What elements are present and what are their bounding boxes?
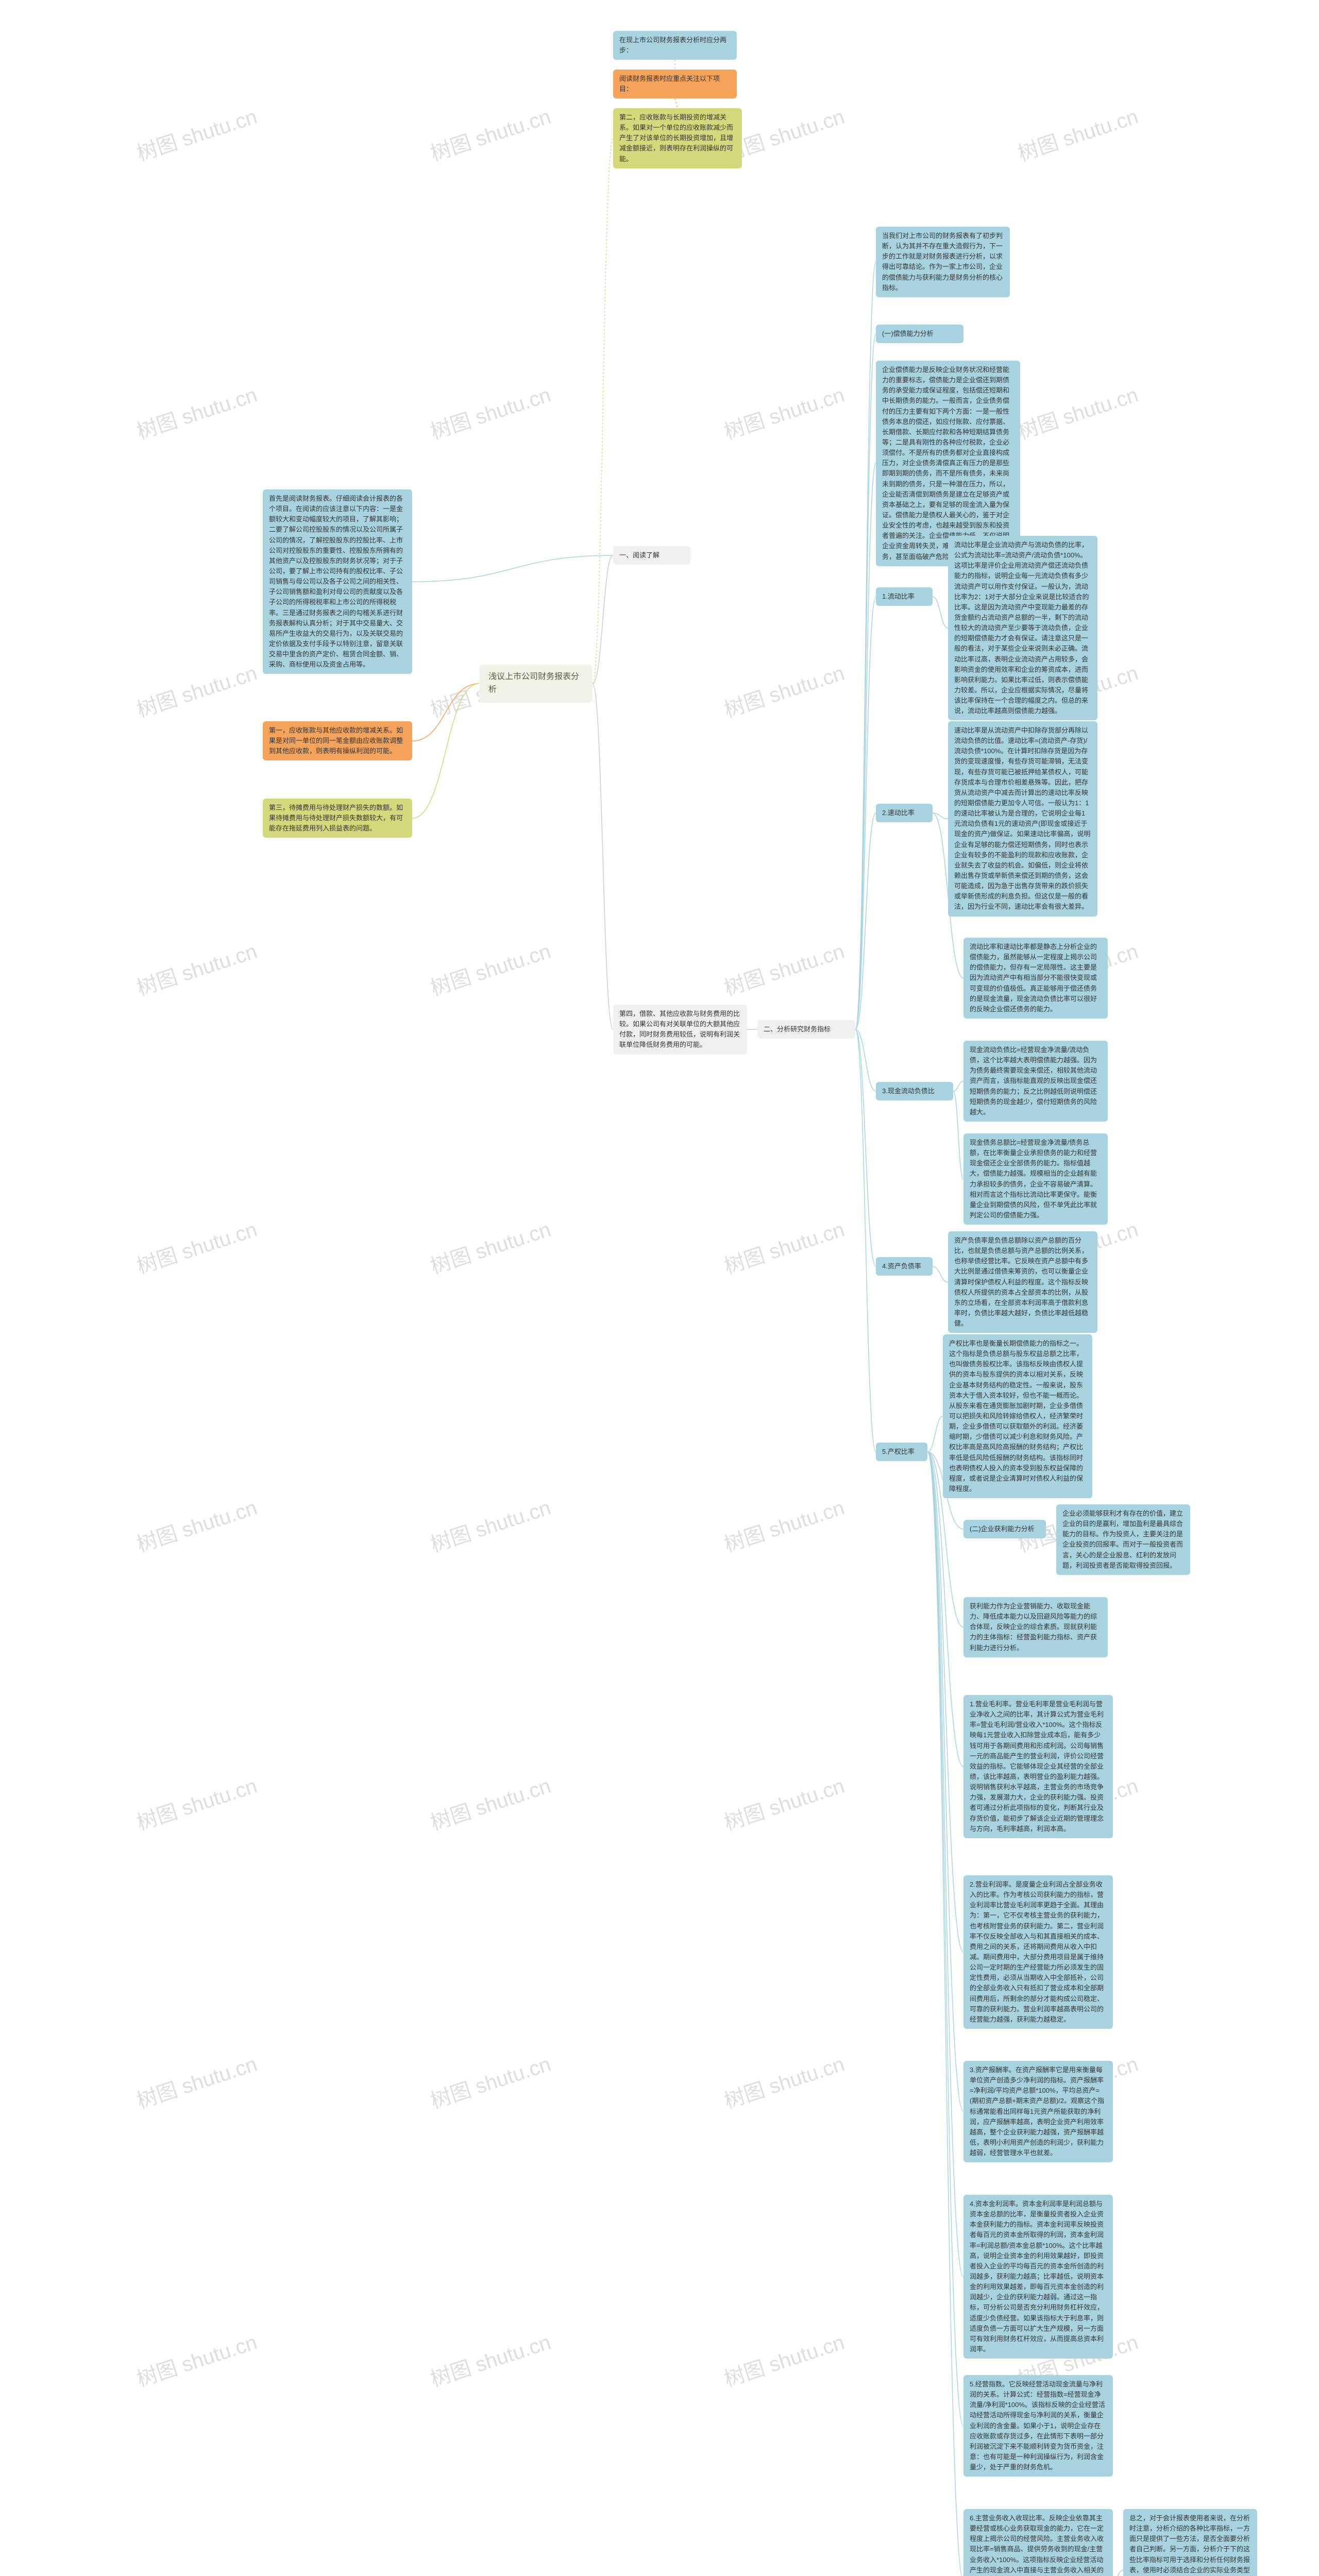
node-B5: 获利能力作为企业营销能力、收取现金能力、降低成本能力以及回避风险等能力的综合体现… <box>963 1597 1108 1657</box>
node-D3: 3.资产报酬率。在资产报酬率它是用来衡量每单位资产创造多少净利润的指标。资产报酬… <box>963 2061 1113 2162</box>
node-top1: 在现上市公司财务报表分析时应分两步： <box>613 31 737 60</box>
node-C5t: 产权比率也是衡量长期偿债能力的指标之一。这个指标是负债总额与股东权益总额之比率，… <box>943 1334 1092 1498</box>
node-D4: 4.资本金利润率。资本金利润率是利润总额与资本金总额的比率，是衡量投资者投入企业… <box>963 2195 1113 2359</box>
watermark: 树图 shutu.cn <box>426 935 554 1002</box>
node-C3: 3.现金流动负债比 <box>876 1082 953 1100</box>
watermark: 树图 shutu.cn <box>720 1769 848 1836</box>
watermark: 树图 shutu.cn <box>426 100 554 167</box>
watermark: 树图 shutu.cn <box>720 656 848 723</box>
node-top3: 第二，应收账款与长期投资的增减关系。如果对一个单位的应收账款减少而产生了对该单位… <box>613 108 742 168</box>
link-layer <box>0 0 1319 2576</box>
watermark: 树图 shutu.cn <box>426 1491 554 1558</box>
node-top2: 阅读财务报表时应重点关注以下项目： <box>613 70 737 98</box>
watermark: 树图 shutu.cn <box>132 1491 260 1558</box>
node-B4t: 企业必须能够获利才有存在的价值，建立企业的目的是赢利，增加盈利是最具综合能力的目… <box>1056 1504 1190 1575</box>
watermark: 树图 shutu.cn <box>720 378 848 445</box>
watermark: 树图 shutu.cn <box>132 2047 260 2114</box>
node-C1: 1.流动比率 <box>876 587 933 606</box>
watermark: 树图 shutu.cn <box>426 2047 554 2114</box>
node-leftC: 第三，待摊费用与待处理财产损失的数额。如果待摊费用与待处理财产损失数额较大，有可… <box>263 799 412 838</box>
node-B2: (一)偿债能力分析 <box>876 325 963 343</box>
node-C2: 2.速动比率 <box>876 804 933 822</box>
node-B3: 企业偿债能力是反映企业财务状况和经营能力的重要标志，偿债能力是企业偿还到期债务的… <box>876 361 1020 566</box>
node-B1: 当我们对上市公司的财务报表有了初步判断，认为其并不存在重大造假行为，下一步的工作… <box>876 227 1010 297</box>
node-D1: 1.营业毛利率。营业毛利率是营业毛利润与营业净收入之间的比率，其计算公式为营业毛… <box>963 1695 1113 1838</box>
root-node: 浅议上市公司财务报表分析 <box>479 665 593 703</box>
node-L2b: 二、分析研究财务指标 <box>757 1020 855 1039</box>
node-C3b: 现金债务总额比=经营现金净流量/债务总额，在比率衡量企业承担债务的能力和经营现金… <box>963 1133 1108 1225</box>
node-leftB: 第一，应收账款与其他应收款的增减关系。如果是对同一单位的同一笔金额由应收账款调整… <box>263 721 412 760</box>
node-C3t: 现金流动负债比=经营现金净流量/流动负债，这个比率越大表明偿债能力越强。因为为债… <box>963 1041 1108 1122</box>
node-D6r: 总之，对于会计报表使用者来说，在分析时注意，分析介绍的各种比率指标，一方面只是提… <box>1123 2509 1257 2576</box>
watermark: 树图 shutu.cn <box>720 935 848 1002</box>
watermark: 树图 shutu.cn <box>426 1213 554 1280</box>
watermark: 树图 shutu.cn <box>1013 100 1141 167</box>
watermark: 树图 shutu.cn <box>426 378 554 445</box>
watermark: 树图 shutu.cn <box>132 2326 260 2393</box>
node-C5: 5.产权比率 <box>876 1443 927 1461</box>
node-D6: 6.主营业务收入收现比率。反映企业依靠其主要经营或核心业务获取现金的能力，它在一… <box>963 2509 1113 2576</box>
node-C1t: 流动比率是企业流动资产与流动负债的比率，公式为流动比率=流动资产/流动负债*10… <box>948 536 1097 720</box>
watermark: 树图 shutu.cn <box>132 1769 260 1836</box>
watermark: 树图 shutu.cn <box>720 1491 848 1558</box>
watermark: 树图 shutu.cn <box>132 1213 260 1280</box>
node-leftA: 首先是阅读财务报表。仔细阅读会计报表的各个项目。在阅读的应该注意以下内容：一是金… <box>263 489 412 674</box>
node-C2t: 速动比率是从流动资产中扣除存货部分再除以流动负债的比值。速动比率=(流动资产-存… <box>948 721 1097 917</box>
diagram-canvas: 树图 shutu.cn 树图 shutu.cn 树图 shutu.cn 树图 shut… <box>0 0 1319 2576</box>
node-D5: 5.经营指数。它反映经营活动现金流量与净利润的关系。计算公式：经营指数=经营现金… <box>963 2375 1113 2477</box>
node-C4t: 资产负债率是负债总额除以资产总额的百分比，也就是负债总额与资产总额的比例关系，也… <box>948 1231 1097 1333</box>
node-L2a: 第四，借款、其他应收款与财务费用的比较。如果公司有对关联单位的大额其他应付款，同… <box>613 1005 747 1055</box>
node-L1: 一、阅读了解 <box>613 546 690 565</box>
watermark: 树图 shutu.cn <box>1013 378 1141 445</box>
watermark: 树图 shutu.cn <box>720 1213 848 1280</box>
watermark: 树图 shutu.cn <box>720 2047 848 2114</box>
node-C4: 4.资产负债率 <box>876 1257 933 1276</box>
node-D2: 2.营业利润率。是度量企业利润占全部业务收入的比率。作为考核公司获利能力的指标，… <box>963 1875 1113 2029</box>
watermark: 树图 shutu.cn <box>132 378 260 445</box>
watermark: 树图 shutu.cn <box>132 100 260 167</box>
node-C2b: 流动比率和速动比率都是静态上分析企业的偿债能力，虽然能够从一定程度上揭示公司的偿… <box>963 938 1108 1019</box>
watermark: 树图 shutu.cn <box>426 2326 554 2393</box>
watermark: 树图 shutu.cn <box>426 1769 554 1836</box>
watermark: 树图 shutu.cn <box>132 935 260 1002</box>
watermark: 树图 shutu.cn <box>720 2326 848 2393</box>
node-B4: (二)企业获利能力分析 <box>963 1520 1046 1538</box>
watermark: 树图 shutu.cn <box>132 656 260 723</box>
